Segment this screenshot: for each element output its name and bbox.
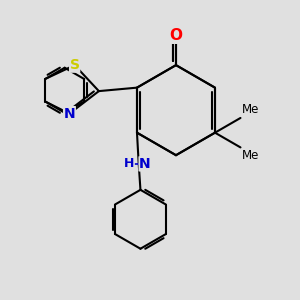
Text: Me: Me bbox=[242, 149, 260, 162]
Text: N: N bbox=[139, 157, 151, 171]
Text: O: O bbox=[169, 28, 182, 43]
Text: N: N bbox=[64, 106, 75, 121]
Text: H: H bbox=[124, 158, 134, 170]
Text: O: O bbox=[169, 28, 182, 43]
Text: S: S bbox=[70, 58, 80, 72]
Text: Me: Me bbox=[242, 103, 260, 116]
